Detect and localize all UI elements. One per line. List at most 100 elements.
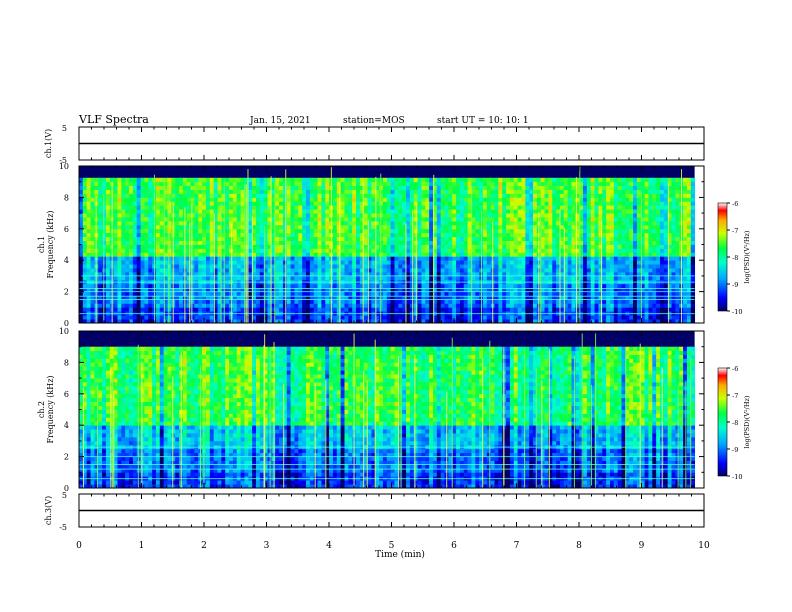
spectrogram-cell [552,228,557,234]
spectrogram-cell [567,244,572,249]
spectrogram-cell [517,181,522,187]
spectrogram-cell [255,264,261,269]
spectrogram-cell [79,213,84,218]
spectrogram-cell [371,181,376,187]
spectrogram-cell [509,213,515,218]
spectrogram-cell [255,220,261,226]
spectrogram-cell [98,271,103,277]
spectrogram-cell [86,177,91,183]
spectrogram-cell [444,240,449,245]
spectrogram-cell [359,303,365,308]
spectrogram-cell [321,228,326,234]
spectrogram-cell [132,299,138,304]
spectrogram-cell [409,228,415,234]
spectrogram-cell [186,213,191,218]
spectrogram-cell [194,213,199,218]
spectrogram-cell [394,189,399,194]
spectrogram-cell [252,295,257,300]
spectrogram-cell [125,287,130,293]
spectrogram-cell [579,177,584,183]
spectrogram-cell [390,177,395,183]
spectrogram-cell [179,232,184,238]
spectrogram-cell [306,213,311,218]
spectrogram-cell [467,256,472,261]
spectrogram-cell [140,232,145,238]
spectrogram-cell [448,193,453,198]
spectrogram-cell [129,240,134,245]
spectrogram-cell [263,228,268,234]
spectrogram-cell [98,240,103,245]
spectrogram-cell [529,307,534,312]
spectrogram-cell [563,201,569,206]
spectrogram-cell [425,189,430,194]
spectrogram-cell [94,185,99,190]
spectrogram-cell [348,295,353,300]
spectrogram-cell [548,181,553,187]
spectrogram-cell [332,181,338,187]
spectrogram-cell [302,252,307,257]
spectrogram-cell [313,220,318,226]
spectrogram-cell [398,177,403,183]
spectrogram-cell [321,236,326,241]
spectrogram-cell [363,256,368,261]
spectrogram-cell [248,260,253,265]
spectrogram-cell [225,228,230,234]
spectrogram-cell [486,197,492,202]
spectrogram-cell [379,236,384,241]
spectrogram-cell [444,197,449,202]
spectrogram-cell [182,201,188,206]
spectrogram-cell [382,248,388,253]
spectrogram-cell [402,197,407,202]
spectrogram-cell [225,275,230,281]
spectrogram-cell [282,260,288,265]
spectrogram-cell [79,185,84,190]
spectrogram-cell [467,315,472,320]
spectrogram-cell [517,315,522,320]
spectrogram-cell [82,260,88,265]
spectrogram-cell [575,185,580,190]
spectrogram-cell [436,283,442,289]
spectrogram-cell [356,268,361,273]
spectrogram-cell [571,193,576,198]
spectrogram-cell [529,224,534,230]
spectrogram-cell [271,228,276,234]
spectrogram-cell [186,217,191,222]
spectrogram-cell [179,244,184,249]
spectrogram-cell [456,248,461,253]
spectrogram-cell [198,275,203,281]
spectrogram-cell [105,177,111,183]
spectrogram-cell [429,271,434,277]
spectrogram-cell [556,264,561,269]
spectrogram-cell [402,271,407,277]
spectrogram-cell [533,240,538,245]
spectrogram-cell [121,185,126,190]
spectrogram-cell [544,299,549,304]
spectrogram-cell [452,252,457,257]
spectrogram-cell [567,193,572,198]
spectrogram-cell [436,275,442,281]
spectrogram-cell [286,201,292,206]
spectrogram-cell [302,303,307,308]
spectrogram-cell [567,232,572,238]
spectrogram-cell [282,205,288,210]
spectrogram-cell [259,287,265,293]
spectrogram-cell [540,217,545,222]
spectrogram-cell [155,271,161,277]
spectrogram-cell [359,260,365,265]
spectrogram-cell [463,287,469,293]
spectrogram-cell [275,205,280,210]
spectrogram-cell [533,232,538,238]
spectrogram-cell [125,291,130,296]
spectrogram-cell [136,271,141,277]
spectrogram-cell [163,319,168,324]
spectrogram-cell [509,205,515,210]
spectrogram-cell [548,319,553,324]
spectrogram-cell [140,252,145,257]
spectrogram-cell [421,299,426,304]
spectrogram-cell [182,181,188,187]
spectrogram-cell [540,299,545,304]
spectrogram-cell [486,283,492,289]
spectrogram-cell [302,256,307,261]
spectrogram-cell [556,244,561,249]
spectrogram-cell [213,177,218,183]
